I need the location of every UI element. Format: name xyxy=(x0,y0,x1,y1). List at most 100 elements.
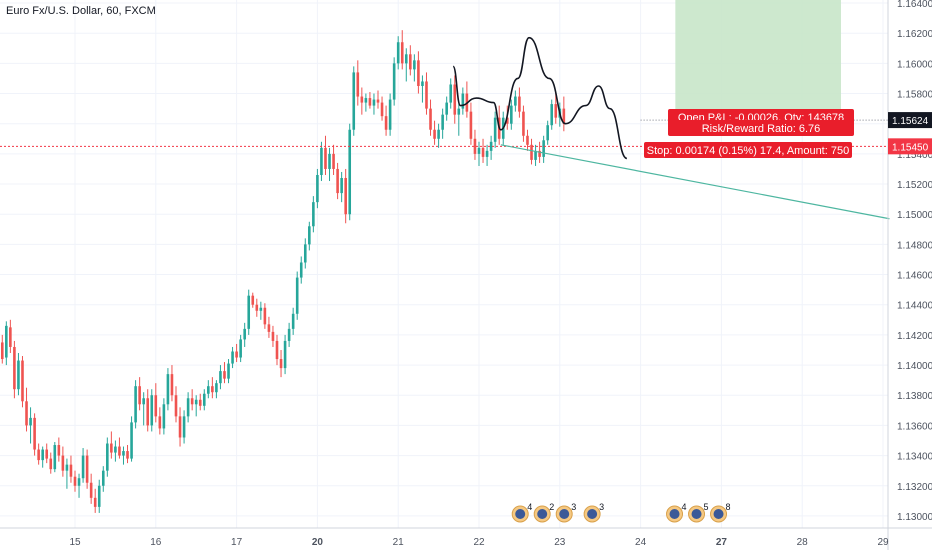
candle-body xyxy=(550,104,554,126)
candle-body xyxy=(287,328,291,341)
candle-body xyxy=(251,295,255,305)
candle-body xyxy=(17,360,20,390)
candle-body xyxy=(267,324,271,332)
candle-body xyxy=(219,371,222,384)
candle-body xyxy=(190,398,194,405)
candle-body xyxy=(166,374,170,405)
event-inner xyxy=(669,509,680,519)
time-tick-label: 22 xyxy=(473,537,485,548)
candle-body xyxy=(324,147,327,169)
candle-body xyxy=(182,416,186,438)
price-tick-label: 1.14800 xyxy=(897,240,932,251)
candle-body xyxy=(37,449,40,461)
candle-body xyxy=(316,174,319,203)
economic-events[interactable]: 4 2 3 3 4 5 8 xyxy=(511,502,731,523)
candle-body xyxy=(526,135,529,145)
candle-body xyxy=(514,96,517,106)
price-axis[interactable]: 1.164001.162001.160001.158001.156001.154… xyxy=(887,0,932,550)
candle-body xyxy=(263,307,267,325)
candle-body xyxy=(134,386,137,423)
price-tick-label: 1.16000 xyxy=(897,59,932,70)
candle-body xyxy=(73,476,77,486)
candle-body xyxy=(396,42,400,64)
candle-body xyxy=(461,93,465,109)
event-flag-icon[interactable]: 3 xyxy=(555,502,576,523)
candle-body xyxy=(437,129,440,139)
current-price-marker: 1.15624 xyxy=(892,116,929,127)
candle-body xyxy=(477,147,481,154)
time-tick-label: 16 xyxy=(150,537,162,548)
price-tick-label: 1.15000 xyxy=(897,210,932,221)
price-tick-label: 1.15400 xyxy=(897,150,932,161)
price-tick-label: 1.14400 xyxy=(897,301,932,312)
candle-body xyxy=(489,141,493,151)
candle-body xyxy=(255,304,259,311)
candle-body xyxy=(505,117,509,124)
stop-label-bg xyxy=(644,142,852,158)
candle-body xyxy=(413,60,416,70)
candle-body xyxy=(45,449,49,459)
price-tick-label: 1.15800 xyxy=(897,90,932,101)
time-tick-label: 20 xyxy=(312,537,324,548)
candle-body xyxy=(303,244,307,263)
candle-body xyxy=(522,111,525,136)
candle-body xyxy=(227,363,230,379)
event-flag-icon[interactable]: 4 xyxy=(666,502,687,523)
candle-body xyxy=(534,150,537,160)
price-tick-label: 1.16200 xyxy=(897,29,932,40)
price-tick-label: 1.14600 xyxy=(897,271,932,282)
candle-body xyxy=(481,147,485,157)
candle-body xyxy=(372,99,376,106)
candle-body xyxy=(5,325,8,358)
candle-body xyxy=(449,84,453,103)
chart-title: Euro Fx/U.S. Dollar, 60, FXCM xyxy=(6,5,156,17)
event-flag-icon[interactable]: 4 xyxy=(511,502,532,523)
candle-body xyxy=(518,96,521,112)
candle-body xyxy=(146,398,150,426)
current-price-marker-bg xyxy=(888,112,932,129)
time-tick-label: 15 xyxy=(69,537,81,548)
candle-body xyxy=(211,386,214,393)
event-inner xyxy=(515,509,526,519)
candle-body xyxy=(542,140,545,157)
candle-body xyxy=(61,455,65,471)
event-flag-icon[interactable]: 3 xyxy=(583,502,604,523)
candle-body xyxy=(485,150,489,157)
time-tick-label: 29 xyxy=(877,537,889,548)
candle-body xyxy=(247,295,251,329)
candle-body xyxy=(259,307,263,311)
event-count: 4 xyxy=(527,502,532,512)
candle-body xyxy=(457,108,461,115)
candle-body xyxy=(364,98,368,103)
event-inner xyxy=(537,509,548,519)
trendline xyxy=(500,144,890,220)
candle-body xyxy=(271,331,275,341)
candle-body xyxy=(202,393,206,406)
candle-body xyxy=(154,395,158,417)
candle-body xyxy=(332,153,335,169)
candle-body xyxy=(97,485,101,507)
candle-body xyxy=(441,114,444,130)
candle-body xyxy=(126,451,129,459)
candle-body xyxy=(275,340,279,360)
price-tick-label: 1.13800 xyxy=(897,391,932,402)
candle-body xyxy=(469,111,473,139)
candle-body xyxy=(110,443,113,453)
event-flag-icon[interactable]: 8 xyxy=(710,502,731,523)
candle-body xyxy=(223,371,226,379)
candle-body xyxy=(433,129,436,139)
candle-body xyxy=(546,125,549,141)
price-tick-label: 1.13400 xyxy=(897,452,932,463)
candle-body xyxy=(384,116,388,130)
price-tick-label: 1.13600 xyxy=(897,421,932,432)
event-count: 3 xyxy=(599,502,604,512)
candle-body xyxy=(392,63,396,100)
event-flag-icon[interactable]: 5 xyxy=(688,502,709,523)
candle-body xyxy=(239,339,242,358)
time-axis[interactable]: 15 16 17 20 21 22 23 24 27 28 29 xyxy=(0,527,932,548)
candle-body xyxy=(49,458,53,470)
event-flag-icon[interactable]: 2 xyxy=(533,502,554,523)
candle-body xyxy=(207,386,210,394)
